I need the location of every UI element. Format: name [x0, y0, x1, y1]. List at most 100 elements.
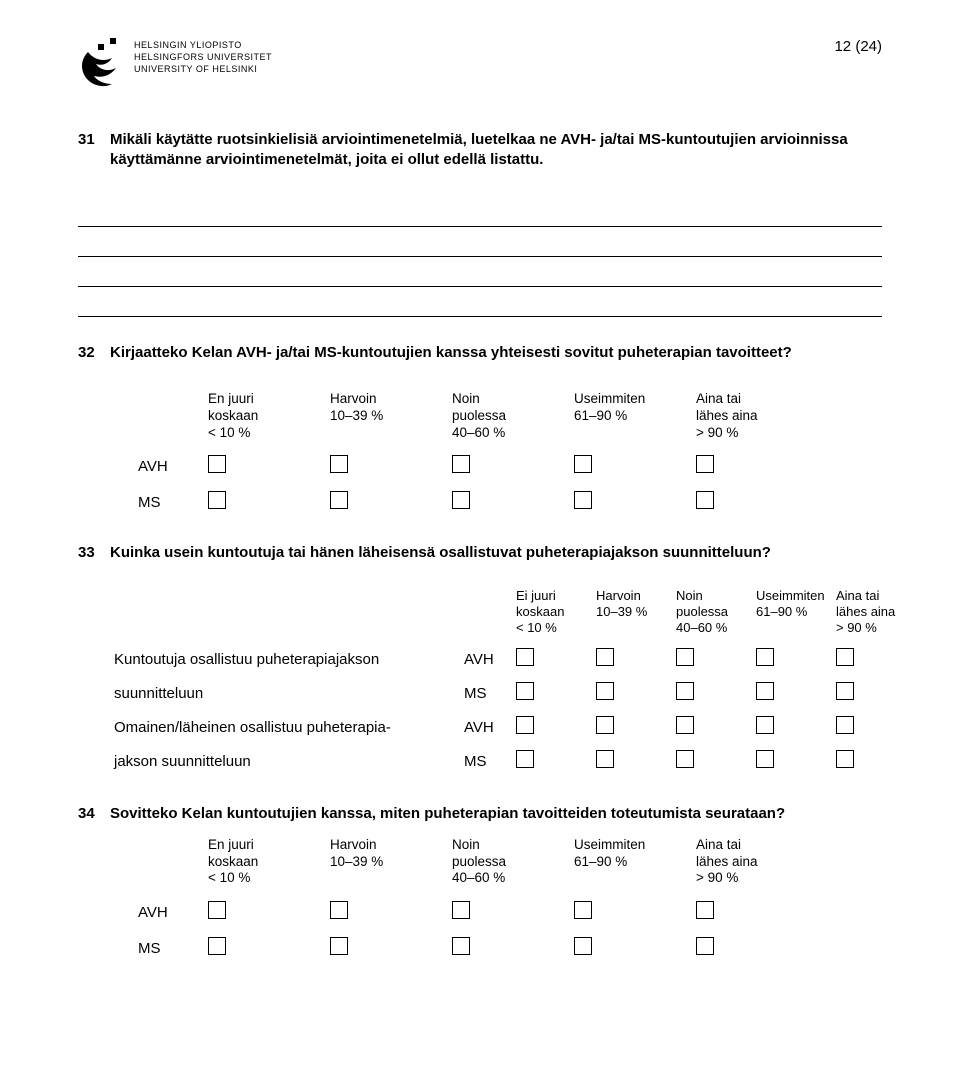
- checkbox[interactable]: [756, 716, 774, 734]
- h: Aina tai: [696, 837, 818, 854]
- q32-table: En juurikoskaan< 10 % Harvoin10–39 % Noi…: [138, 391, 882, 514]
- checkbox[interactable]: [696, 937, 714, 955]
- checkbox[interactable]: [208, 455, 226, 473]
- h: < 10 %: [208, 870, 330, 887]
- checkbox[interactable]: [696, 901, 714, 919]
- checkbox[interactable]: [596, 648, 614, 666]
- answer-line[interactable]: [78, 227, 882, 257]
- h: 40–60 %: [452, 870, 574, 887]
- checkbox[interactable]: [596, 716, 614, 734]
- question-32: 32 Kirjaatteko Kelan AVH- ja/tai MS-kunt…: [78, 343, 882, 363]
- answer-line[interactable]: [78, 257, 882, 287]
- checkbox[interactable]: [756, 750, 774, 768]
- q33-row2-line1: Omainen/läheinen osallistuu puheterapia-: [114, 719, 464, 736]
- group-avh: AVH: [464, 719, 516, 736]
- h: Useimmiten: [574, 391, 696, 408]
- h: Aina tai: [696, 391, 818, 408]
- h: 10–39 %: [596, 604, 676, 620]
- checkbox[interactable]: [574, 901, 592, 919]
- checkbox[interactable]: [596, 750, 614, 768]
- checkbox[interactable]: [208, 937, 226, 955]
- checkbox[interactable]: [756, 682, 774, 700]
- checkbox[interactable]: [452, 455, 470, 473]
- checkbox[interactable]: [676, 750, 694, 768]
- h: 40–60 %: [676, 620, 756, 636]
- h: koskaan: [208, 854, 330, 871]
- checkbox[interactable]: [452, 491, 470, 509]
- scale-header-row: Ei juurikoskaan< 10 % Harvoin10–39 % Noi…: [114, 588, 882, 637]
- question-34: 34 Sovitteko Kelan kuntoutujien kanssa, …: [78, 804, 882, 824]
- h: 40–60 %: [452, 425, 574, 442]
- scale-header-row: En juurikoskaan< 10 % Harvoin10–39 % Noi…: [138, 837, 882, 888]
- q32-number: 32: [78, 343, 110, 363]
- h: Noin: [452, 391, 574, 408]
- checkbox[interactable]: [676, 682, 694, 700]
- checkbox[interactable]: [516, 648, 534, 666]
- h: 61–90 %: [756, 604, 836, 620]
- q32-row-avh: AVH: [138, 455, 882, 477]
- h: koskaan: [516, 604, 596, 620]
- group-avh: AVH: [464, 651, 516, 668]
- question-31: 31 Mikäli käytätte ruotsinkielisiä arvio…: [78, 130, 882, 171]
- checkbox[interactable]: [574, 491, 592, 509]
- h: puolessa: [676, 604, 756, 620]
- checkbox[interactable]: [696, 455, 714, 473]
- checkbox[interactable]: [208, 491, 226, 509]
- q31-text: Mikäli käytätte ruotsinkielisiä arvioint…: [110, 130, 882, 171]
- h: En juuri: [208, 391, 330, 408]
- checkbox[interactable]: [676, 716, 694, 734]
- q31-answer-lines: [78, 197, 882, 317]
- h: Noin: [452, 837, 574, 854]
- q33-number: 33: [78, 543, 110, 563]
- h: 61–90 %: [574, 854, 696, 871]
- checkbox[interactable]: [836, 750, 854, 768]
- q31-number: 31: [78, 130, 110, 171]
- checkbox[interactable]: [452, 901, 470, 919]
- q34-number: 34: [78, 804, 110, 824]
- q33-row1-line2: suunnitteluun: [114, 685, 464, 702]
- answer-line[interactable]: [78, 197, 882, 227]
- checkbox[interactable]: [836, 716, 854, 734]
- answer-line[interactable]: [78, 287, 882, 317]
- h: < 10 %: [516, 620, 596, 636]
- h: puolessa: [452, 854, 574, 871]
- checkbox[interactable]: [516, 716, 534, 734]
- h: > 90 %: [696, 425, 818, 442]
- q32-text: Kirjaatteko Kelan AVH- ja/tai MS-kuntout…: [110, 343, 882, 363]
- flame-logo-icon: [78, 38, 124, 88]
- uni-name-fi: HELSINGIN YLIOPISTO: [134, 40, 272, 50]
- h: koskaan: [208, 408, 330, 425]
- q33-block-2: Omainen/läheinen osallistuu puheterapia-…: [114, 716, 882, 772]
- group-ms: MS: [464, 753, 516, 770]
- h: 10–39 %: [330, 854, 452, 871]
- checkbox[interactable]: [452, 937, 470, 955]
- row-label-ms: MS: [138, 494, 208, 511]
- q34-row-ms: MS: [138, 937, 882, 959]
- checkbox[interactable]: [330, 491, 348, 509]
- checkbox[interactable]: [596, 682, 614, 700]
- row-label-ms: MS: [138, 940, 208, 957]
- checkbox[interactable]: [330, 455, 348, 473]
- checkbox[interactable]: [330, 937, 348, 955]
- checkbox[interactable]: [574, 937, 592, 955]
- checkbox[interactable]: [330, 901, 348, 919]
- page-number: 12 (24): [834, 38, 882, 55]
- checkbox[interactable]: [516, 750, 534, 768]
- checkbox[interactable]: [676, 648, 694, 666]
- checkbox[interactable]: [836, 648, 854, 666]
- checkbox[interactable]: [516, 682, 534, 700]
- question-33: 33 Kuinka usein kuntoutuja tai hänen läh…: [78, 543, 882, 563]
- q33-block-1: Kuntoutuja osallistuu puheterapiajakson …: [114, 648, 882, 704]
- checkbox[interactable]: [574, 455, 592, 473]
- h: Aina tai: [836, 588, 916, 604]
- q32-row-ms: MS: [138, 491, 882, 513]
- q34-row-avh: AVH: [138, 901, 882, 923]
- h: lähes aina: [696, 854, 818, 871]
- q33-text: Kuinka usein kuntoutuja tai hänen läheis…: [110, 543, 882, 563]
- checkbox[interactable]: [756, 648, 774, 666]
- group-ms: MS: [464, 685, 516, 702]
- checkbox[interactable]: [836, 682, 854, 700]
- h: Ei juuri: [516, 588, 596, 604]
- checkbox[interactable]: [208, 901, 226, 919]
- checkbox[interactable]: [696, 491, 714, 509]
